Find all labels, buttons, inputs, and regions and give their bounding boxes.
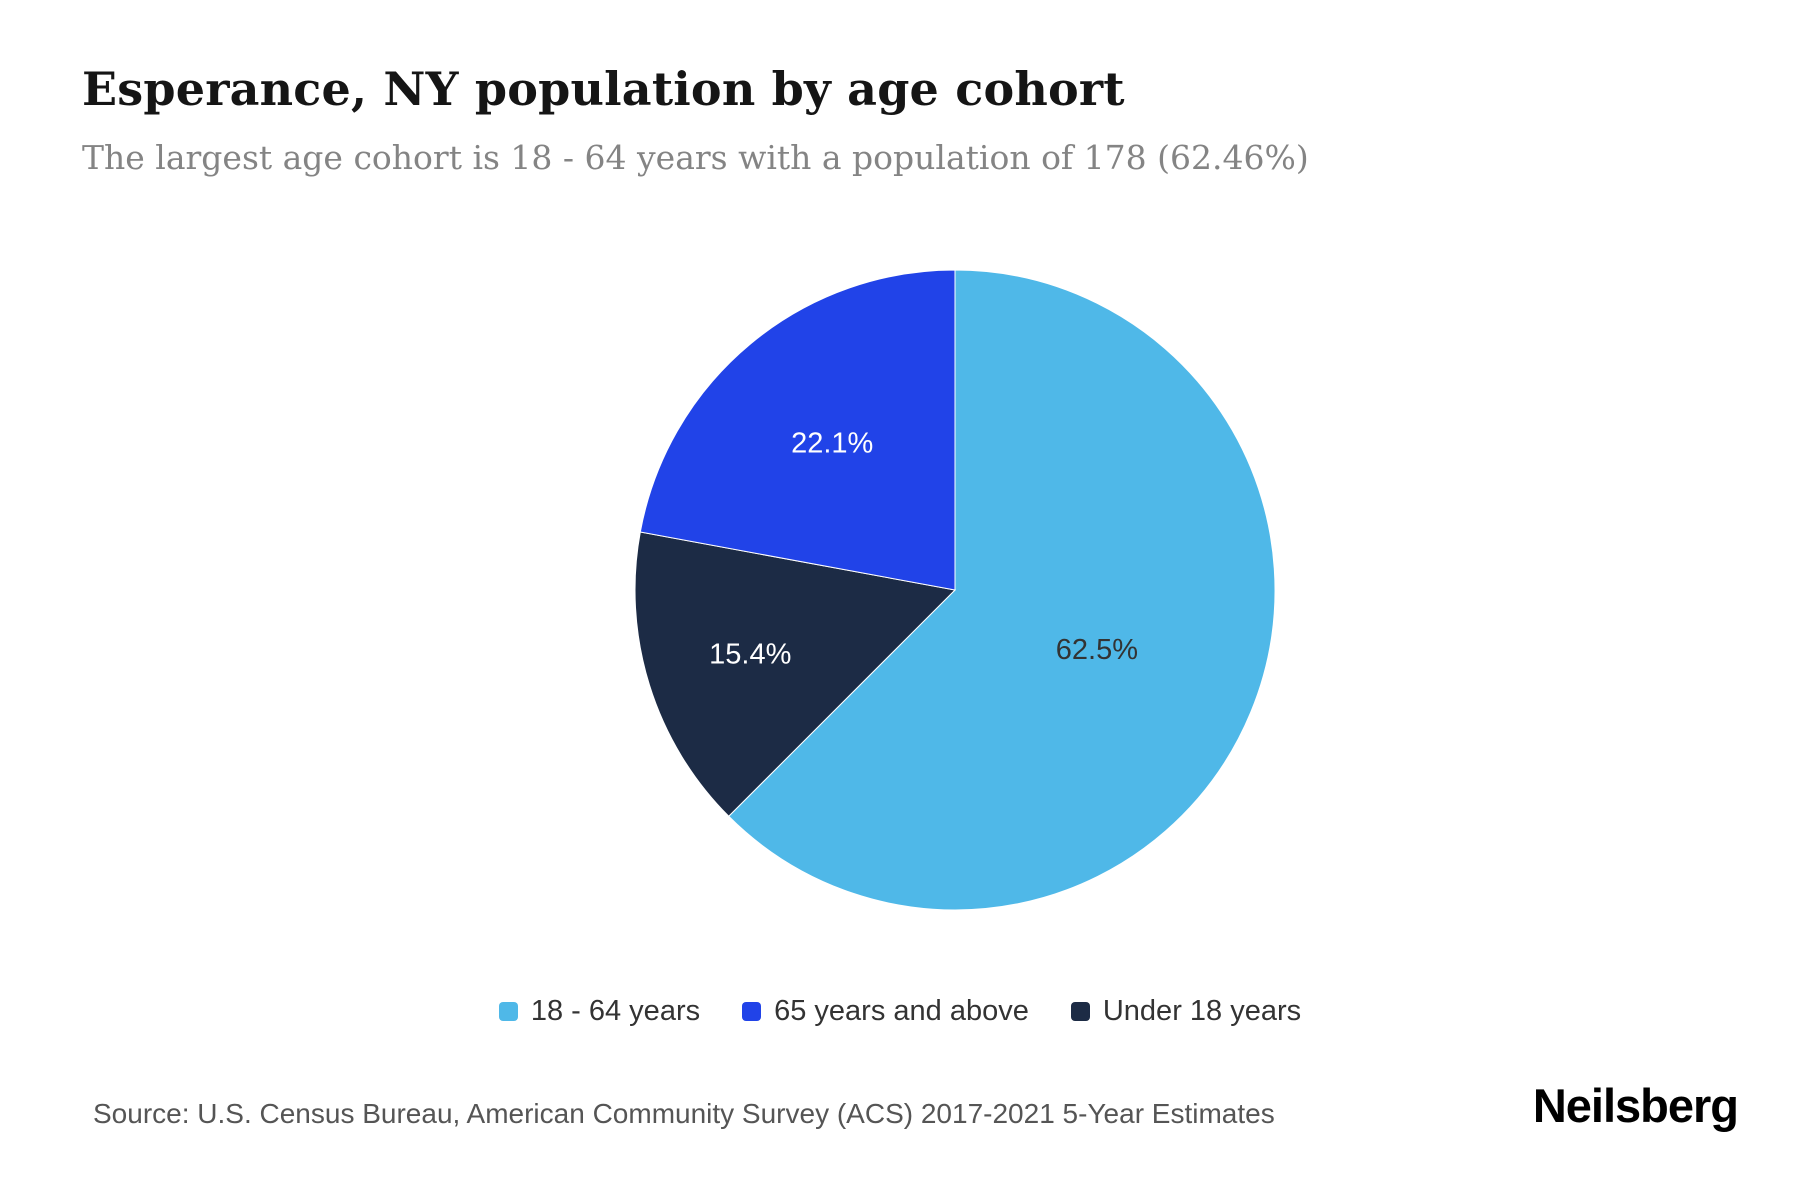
chart-title: Esperance, NY population by age cohort <box>82 62 1125 116</box>
pie-chart-area: 62.5% 15.4% 22.1% <box>575 210 1335 970</box>
legend-item-under-18-years[interactable]: Under 18 years <box>1070 995 1302 1028</box>
source-note: Source: U.S. Census Bureau, American Com… <box>93 1098 1275 1129</box>
legend-swatch-18-64-years <box>498 1002 518 1021</box>
pie-slice-label-65-years-and-above: 22.1% <box>791 427 873 459</box>
legend-swatch-65-years-and-above <box>742 1002 762 1021</box>
pie-slice-label-18-64-years: 62.5% <box>1056 634 1138 666</box>
legend: 18 - 64 years 65 years and above Under 18 … <box>0 995 1800 1028</box>
legend-item-65-years-and-above[interactable]: 65 years and above <box>742 995 1029 1028</box>
pie-chart: 62.5% 15.4% 22.1% <box>634 269 1276 911</box>
legend-swatch-under-18-years <box>1070 1002 1090 1021</box>
legend-label-under-18-years: Under 18 years <box>1102 995 1302 1027</box>
brand-logo: Neilsberg <box>1532 1079 1739 1132</box>
legend-label-18-64-years: 18 - 64 years <box>530 995 701 1027</box>
legend-label-65-years-and-above: 65 years and above <box>774 995 1029 1027</box>
pie-slice-label-under-18-years: 15.4% <box>709 639 791 671</box>
pie-slice-65-years-and-above[interactable] <box>639 269 956 591</box>
legend-item-18-64-years[interactable]: 18 - 64 years <box>498 995 701 1028</box>
chart-subtitle: The largest age cohort is 18 - 64 years … <box>82 138 1309 177</box>
pie-slice-18-64-years[interactable] <box>728 269 1276 911</box>
pie-slice-under-18-years[interactable] <box>634 531 957 817</box>
